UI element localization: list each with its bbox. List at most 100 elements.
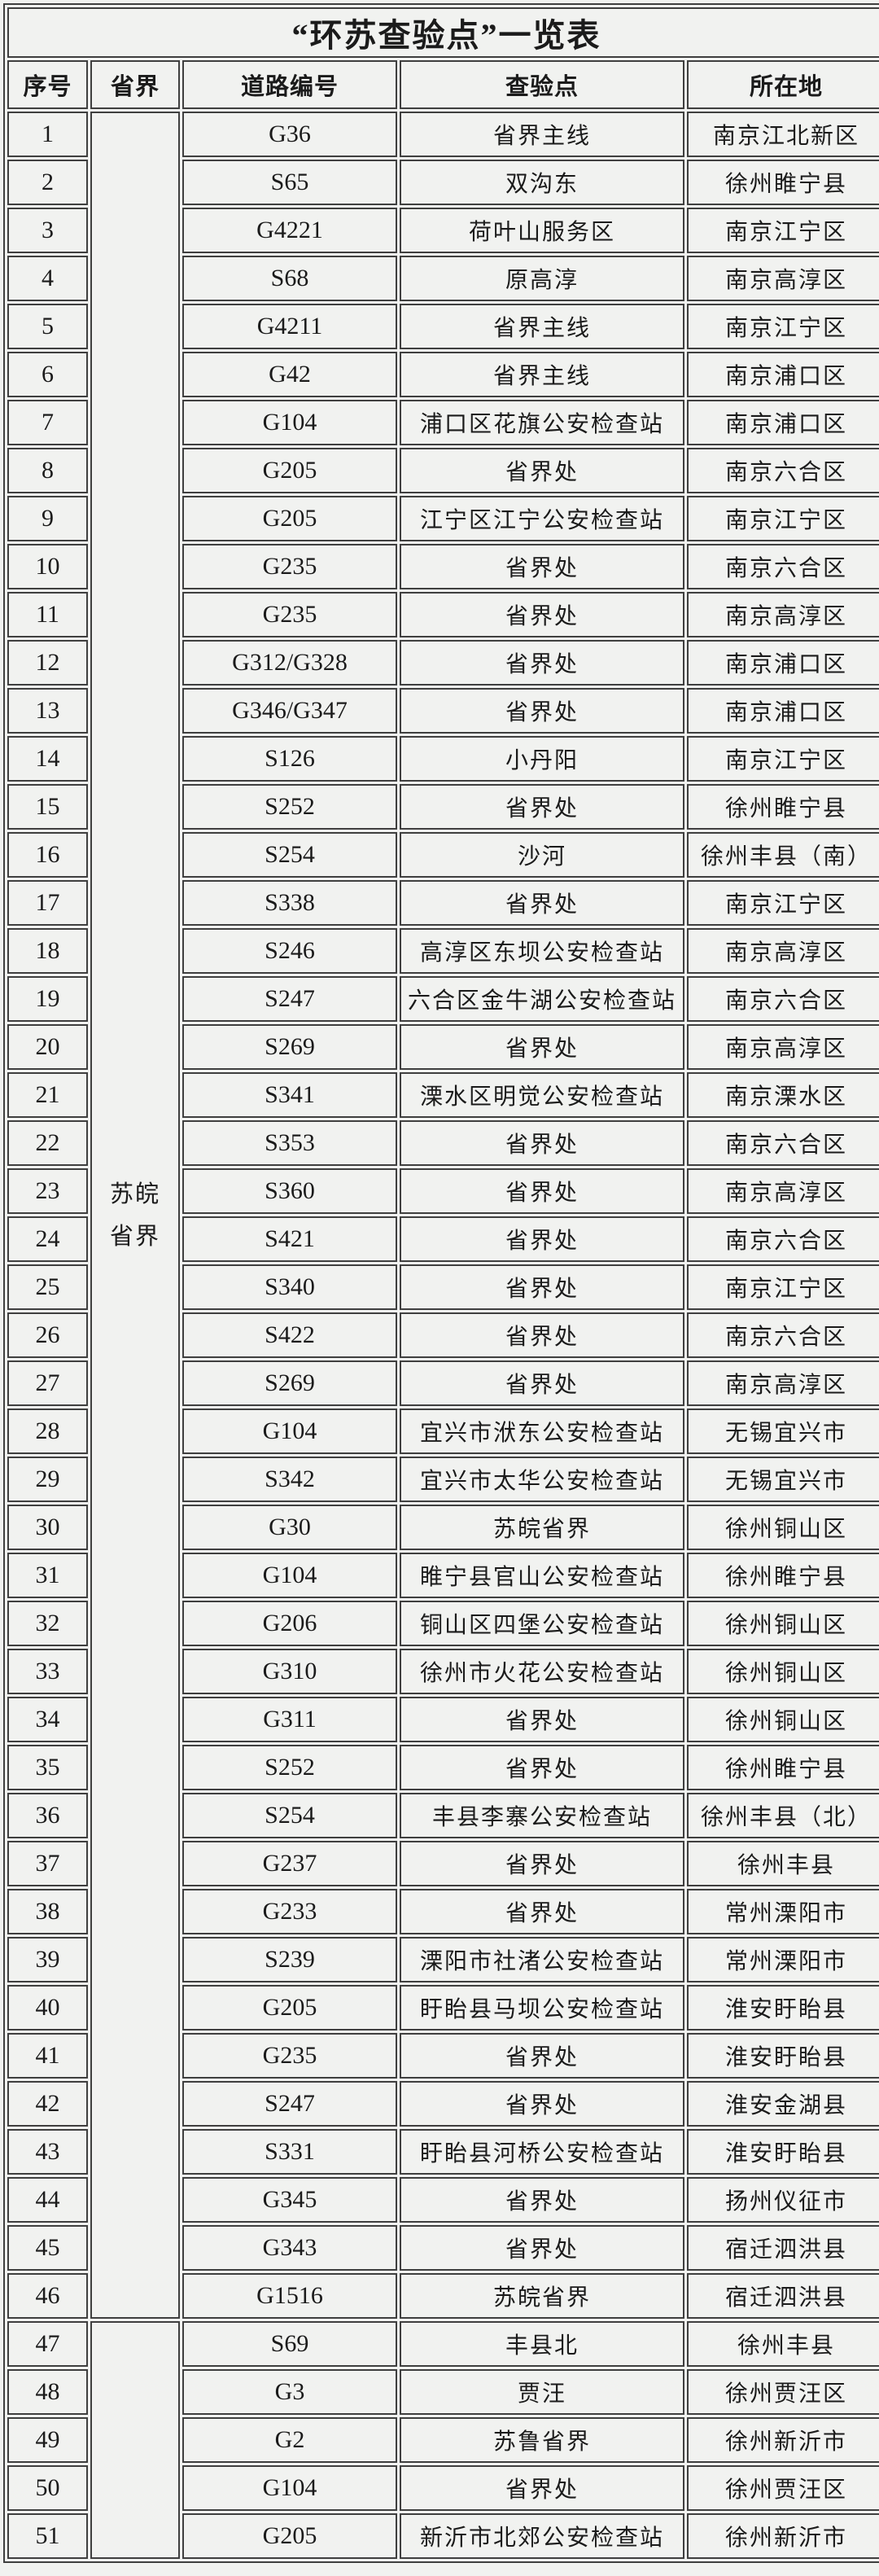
table-row: 32 G206 铜山区四堡公安检查站 徐州铜山区 [7,1601,879,1646]
road-code-cell: G205 [182,496,397,541]
row-number-cell: 36 [7,1793,88,1838]
checkpoint-cell: 省界处 [400,1312,684,1358]
table-row: 31 G104 睢宁县官山公安检查站 徐州睢宁县 [7,1553,879,1598]
location-cell: 南京高淳区 [687,928,879,974]
row-number-cell: 44 [7,2177,88,2223]
checkpoint-cell: 丰县李寨公安检查站 [400,1793,684,1838]
checkpoint-cell: 苏鲁省界 [400,2417,684,2463]
table-row: 8 G205 省界处 南京六合区 [7,448,879,493]
location-cell: 南京高淳区 [687,1024,879,1070]
row-number-cell: 7 [7,400,88,445]
checkpoint-cell: 铜山区四堡公安检查站 [400,1601,684,1646]
row-number-cell: 43 [7,2129,88,2175]
row-number-cell: 46 [7,2273,88,2319]
row-number-cell: 39 [7,1937,88,1982]
location-cell: 南京浦口区 [687,640,879,686]
table-row: 48 G3 贾汪 徐州贾汪区 [7,2369,879,2415]
road-code-cell: G2 [182,2417,397,2463]
checkpoint-cell: 宜兴市太华公安检查站 [400,1457,684,1502]
table-row: 22 S353 省界处 南京六合区 [7,1120,879,1166]
location-cell: 徐州铜山区 [687,1649,879,1694]
location-cell: 南京溧水区 [687,1072,879,1118]
checkpoint-cell: 省界处 [400,448,684,493]
checkpoint-cell: 省界处 [400,1360,684,1406]
checkpoint-table: “环苏查验点”一览表 序号 省界 道路编号 查验点 所在地 1 苏皖 省界 G36 省界… [3,3,879,2563]
checkpoint-cell: 省界处 [400,784,684,830]
row-number-cell: 38 [7,1889,88,1934]
province-border-label: 苏皖 [109,1181,160,1207]
table-row: 40 G205 盱眙县马坝公安检查站 淮安盱眙县 [7,1985,879,2031]
row-number-cell: 5 [7,304,88,349]
table-row: 34 G311 省界处 徐州铜山区 [7,1697,879,1742]
table-row: 18 S246 高淳区东坝公安检查站 南京高淳区 [7,928,879,974]
row-number-cell: 9 [7,496,88,541]
table-row: 50 G104 省界处 徐州贾汪区 [7,2465,879,2511]
row-number-cell: 29 [7,1457,88,1502]
location-cell: 徐州新沂市 [687,2417,879,2463]
location-cell: 南京浦口区 [687,352,879,397]
row-number-cell: 42 [7,2081,88,2127]
location-cell: 南京六合区 [687,1312,879,1358]
road-code-cell: G235 [182,592,397,637]
location-cell: 南京浦口区 [687,688,879,734]
location-cell: 南京六合区 [687,448,879,493]
row-number-cell: 1 [7,112,88,157]
road-code-cell: G235 [182,544,397,589]
table-row: 12 G312/G328 省界处 南京浦口区 [7,640,879,686]
road-code-cell: S69 [182,2321,397,2367]
checkpoint-cell: 江宁区江宁公安检查站 [400,496,684,541]
table-row: 37 G237 省界处 徐州丰县 [7,1841,879,1886]
row-number-cell: 48 [7,2369,88,2415]
row-number-cell: 4 [7,256,88,301]
row-number-cell: 13 [7,688,88,734]
table-row: 41 G235 省界处 淮安盱眙县 [7,2033,879,2079]
row-number-cell: 17 [7,880,88,926]
table-row: 11 G235 省界处 南京高淳区 [7,592,879,637]
road-code-cell: G310 [182,1649,397,1694]
location-cell: 南京江宁区 [687,736,879,782]
road-code-cell: S254 [182,1793,397,1838]
column-header-no: 序号 [7,60,88,109]
row-number-cell: 16 [7,832,88,878]
table-row: 44 G345 省界处 扬州仪征市 [7,2177,879,2223]
checkpoint-cell: 省界处 [400,2177,684,2223]
road-code-cell: G104 [182,400,397,445]
location-cell: 南京六合区 [687,544,879,589]
table-row: 21 S341 溧水区明觉公安检查站 南京溧水区 [7,1072,879,1118]
road-code-cell: S342 [182,1457,397,1502]
road-code-cell: S341 [182,1072,397,1118]
checkpoint-cell: 省界处 [400,880,684,926]
location-cell: 南京江宁区 [687,496,879,541]
row-number-cell: 50 [7,2465,88,2511]
row-number-cell: 6 [7,352,88,397]
table-row: 33 G310 徐州市火花公安检查站 徐州铜山区 [7,1649,879,1694]
checkpoint-cell: 省界处 [400,2081,684,2127]
table-row: 17 S338 省界处 南京江宁区 [7,880,879,926]
road-code-cell: G1516 [182,2273,397,2319]
checkpoint-cell: 省界主线 [400,352,684,397]
road-code-cell: G346/G347 [182,688,397,734]
table-row: 20 S269 省界处 南京高淳区 [7,1024,879,1070]
checkpoint-cell: 徐州市火花公安检查站 [400,1649,684,1694]
road-code-cell: S338 [182,880,397,926]
road-code-cell: S126 [182,736,397,782]
location-cell: 徐州睢宁县 [687,1553,879,1598]
row-number-cell: 8 [7,448,88,493]
row-number-cell: 22 [7,1120,88,1166]
location-cell: 常州溧阳市 [687,1889,879,1934]
road-code-cell: G104 [182,2465,397,2511]
table-row: 9 G205 江宁区江宁公安检查站 南京江宁区 [7,496,879,541]
row-number-cell: 23 [7,1168,88,1214]
road-code-cell: G205 [182,2513,397,2559]
row-number-cell: 51 [7,2513,88,2559]
checkpoint-cell: 溧水区明觉公安检查站 [400,1072,684,1118]
road-code-cell: S340 [182,1264,397,1310]
table-row: 15 S252 省界处 徐州睢宁县 [7,784,879,830]
checkpoint-cell: 省界处 [400,1841,684,1886]
row-number-cell: 3 [7,208,88,253]
road-code-cell: G343 [182,2225,397,2271]
location-cell: 徐州丰县 [687,1841,879,1886]
road-code-cell: G104 [182,1553,397,1598]
checkpoint-cell: 省界处 [400,2225,684,2271]
location-cell: 南京高淳区 [687,1360,879,1406]
